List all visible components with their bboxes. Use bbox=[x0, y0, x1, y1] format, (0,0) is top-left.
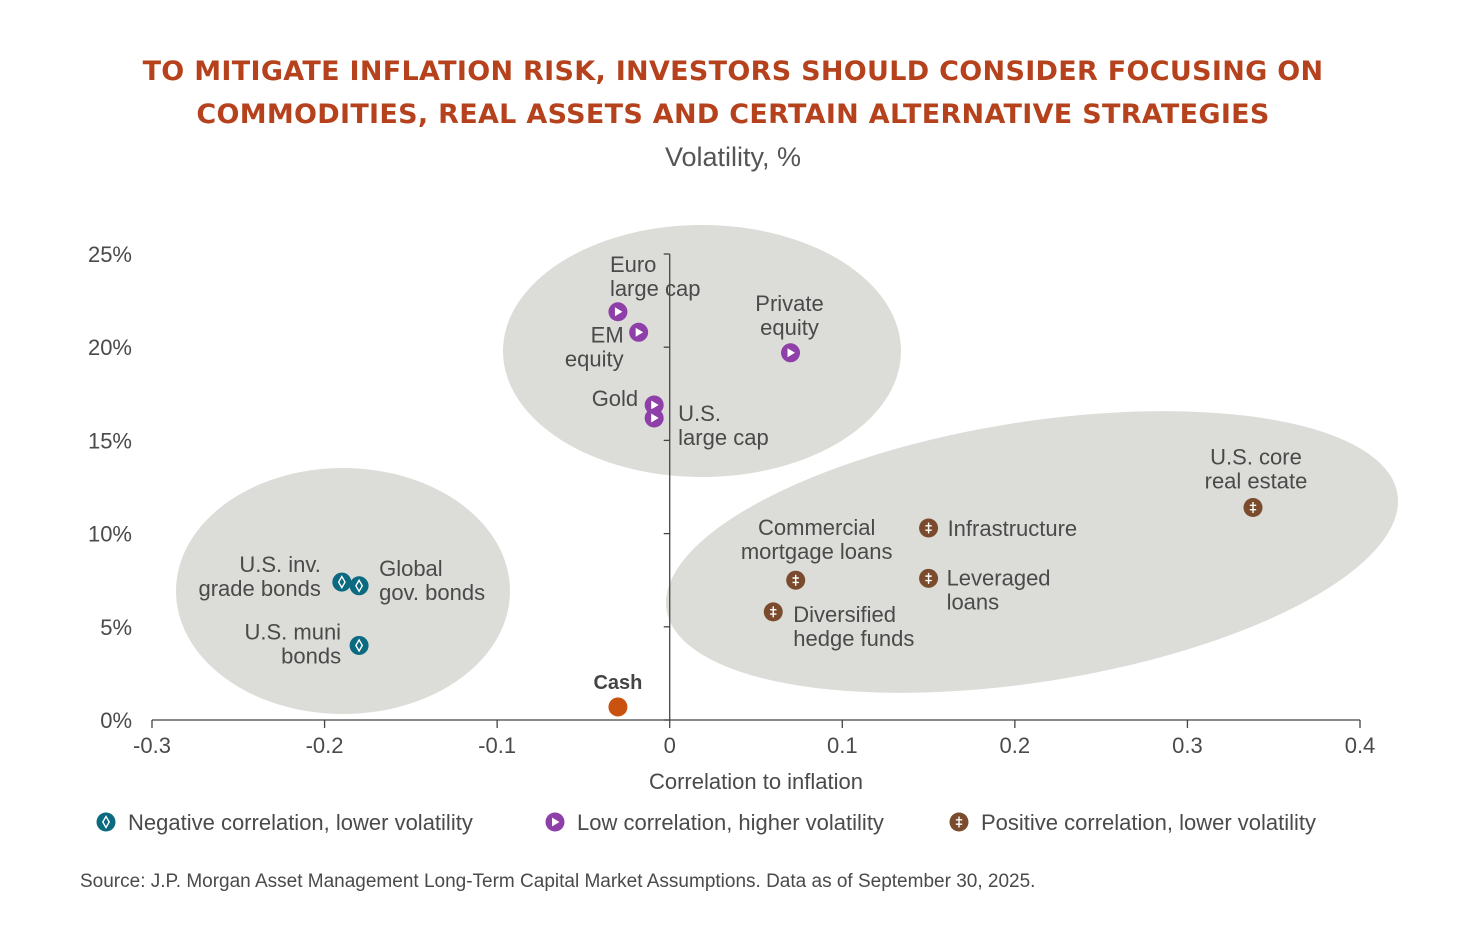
data-point-positive bbox=[763, 602, 783, 622]
point-label-line: mortgage loans bbox=[741, 539, 893, 564]
legend-marker-positive bbox=[949, 812, 969, 832]
x-tick-label: 0.4 bbox=[1345, 733, 1376, 758]
point-label-line: Leveraged bbox=[947, 565, 1051, 590]
legend-label-low: Low correlation, higher volatility bbox=[577, 810, 884, 835]
point-label-line: U.S. muni bbox=[244, 619, 341, 644]
point-label: U.S. inv.grade bonds bbox=[199, 552, 321, 601]
point-label-line: U.S. core bbox=[1210, 445, 1302, 470]
point-label: Gold bbox=[592, 386, 638, 411]
source-note: Source: J.P. Morgan Asset Management Lon… bbox=[80, 871, 1036, 892]
data-point-cash bbox=[608, 697, 628, 717]
group-ellipse-positive bbox=[665, 411, 1399, 693]
point-label-line: gov. bonds bbox=[379, 580, 485, 605]
y-tick-label: 25% bbox=[88, 242, 132, 267]
title-line-2: COMMODITIES, REAL ASSETS AND CERTAIN ALT… bbox=[196, 99, 1270, 130]
point-label-line: Private bbox=[755, 291, 823, 316]
point-label-line: equity bbox=[565, 346, 624, 371]
x-tick-label: 0.1 bbox=[827, 733, 858, 758]
data-point-low bbox=[608, 302, 628, 322]
scatter-chart: Volatility, % -0.3 -0.2 -0.1 0 0.1 0.2 0.3 0.4 0%… bbox=[88, 142, 1399, 835]
data-point-positive bbox=[1243, 498, 1263, 518]
y-tick-label: 15% bbox=[88, 428, 132, 453]
point-label: Infrastructure bbox=[948, 516, 1078, 541]
x-tick-label: -0.1 bbox=[478, 733, 516, 758]
y-tick-label: 5% bbox=[100, 615, 132, 640]
y-tick-label: 0% bbox=[100, 708, 132, 733]
data-point-low bbox=[629, 322, 649, 342]
legend-label-positive: Positive correlation, lower volatility bbox=[981, 810, 1316, 835]
legend-label-negative: Negative correlation, lower volatility bbox=[128, 810, 473, 835]
y-tick-label: 10% bbox=[88, 522, 132, 547]
data-point-negative bbox=[349, 576, 369, 596]
point-label-line: real estate bbox=[1205, 469, 1308, 494]
x-tick-label: -0.2 bbox=[306, 733, 344, 758]
point-label-line: large cap bbox=[678, 425, 769, 450]
data-point-low bbox=[644, 408, 664, 428]
legend-marker-negative bbox=[96, 812, 116, 832]
point-label-line: Infrastructure bbox=[948, 516, 1078, 541]
data-point-negative bbox=[349, 635, 369, 655]
x-tick-label: 0.3 bbox=[1172, 733, 1203, 758]
data-point-negative bbox=[332, 572, 352, 592]
point-label: U.S.large cap bbox=[678, 401, 769, 450]
x-tick-label: -0.3 bbox=[133, 733, 171, 758]
data-point-positive bbox=[786, 570, 806, 590]
point-label-line: large cap bbox=[610, 276, 701, 301]
point-label-line: Global bbox=[379, 556, 443, 581]
point-label-line: Euro bbox=[610, 252, 656, 277]
data-point-low bbox=[781, 343, 801, 363]
point-label-line: grade bonds bbox=[199, 576, 321, 601]
cash-label: Cash bbox=[593, 672, 642, 694]
point-label-line: U.S. inv. bbox=[239, 552, 321, 577]
point-label-line: Diversified bbox=[793, 602, 896, 627]
data-point-positive bbox=[919, 518, 939, 538]
group-ellipse-low bbox=[503, 225, 901, 477]
x-tick-label: 0 bbox=[664, 733, 676, 758]
point-label-line: hedge funds bbox=[793, 626, 914, 651]
point-label-line: Commercial bbox=[758, 515, 875, 540]
point-label-line: U.S. bbox=[678, 401, 721, 426]
point-label-line: equity bbox=[760, 315, 819, 340]
chart-title: TO MITIGATE INFLATION RISK, INVESTORS SH… bbox=[0, 50, 1466, 136]
data-point-positive bbox=[919, 568, 939, 588]
chart-subtitle: Volatility, % bbox=[665, 142, 801, 172]
point-label-line: EM bbox=[591, 322, 624, 347]
legend-marker-low bbox=[545, 812, 565, 832]
y-tick-label: 20% bbox=[88, 335, 132, 360]
data-point-low bbox=[644, 395, 664, 415]
point-label-line: bonds bbox=[281, 643, 341, 668]
point-label-line: Gold bbox=[592, 386, 638, 411]
x-tick-label: 0.2 bbox=[1000, 733, 1031, 758]
title-line-1: TO MITIGATE INFLATION RISK, INVESTORS SH… bbox=[142, 56, 1324, 87]
point-label-line: loans bbox=[947, 589, 1000, 614]
x-axis-label: Correlation to inflation bbox=[649, 769, 863, 794]
